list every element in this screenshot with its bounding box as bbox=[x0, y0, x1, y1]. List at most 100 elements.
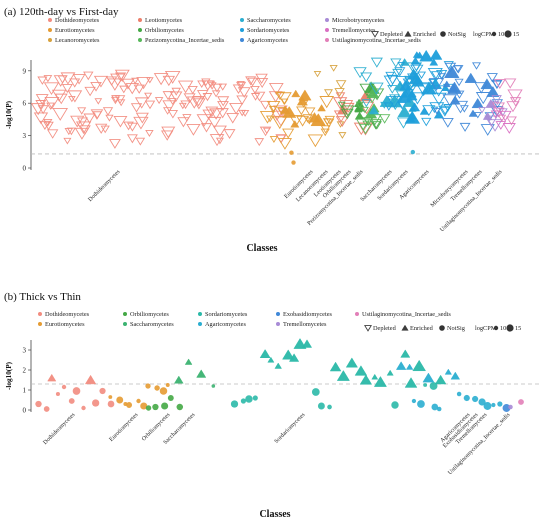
point-depleted-pezizomycotina-incertae-sedis bbox=[361, 106, 369, 114]
point-depleted-dothideomycetes bbox=[196, 114, 212, 127]
legend-enriched-icon bbox=[401, 324, 409, 331]
point-depleted-tremellomycetes bbox=[490, 110, 501, 119]
legend-label-ustilaginomycotina-incertae-sedis: Ustilaginomycotina_Incertae_sedis bbox=[362, 311, 451, 318]
point-depleted-dothideomycetes bbox=[247, 77, 258, 87]
point-enriched-sordariomycetes bbox=[301, 339, 313, 348]
point-depleted-dothideomycetes bbox=[164, 71, 181, 84]
point-depleted-dothideomycetes bbox=[67, 90, 83, 103]
point-depleted-dothideomycetes bbox=[270, 110, 284, 121]
point-depleted-dothideomycetes bbox=[135, 112, 149, 124]
point-enriched-sordariomycetes bbox=[288, 353, 300, 362]
point-depleted-dothideomycetes bbox=[57, 75, 68, 84]
legend-enriched-icon bbox=[404, 30, 412, 37]
y-axis-label: -log10(P) bbox=[5, 100, 13, 129]
point-depleted-leotiomycetes bbox=[353, 122, 369, 136]
legend-label-saccharomycetes: Saccharomycetes bbox=[247, 17, 291, 24]
point-depleted-eurotiomycetes bbox=[269, 136, 279, 143]
point-depleted-dothideomycetes bbox=[192, 98, 206, 110]
group-tremellomycetes bbox=[508, 404, 513, 410]
point-notsig-dothideomycetes bbox=[35, 400, 42, 408]
legend-label-sordariomycetes: Sordariomycetes bbox=[247, 27, 290, 34]
y-tick-label-0: 0 bbox=[23, 407, 27, 415]
point-enriched-sordariomycetes bbox=[429, 49, 443, 60]
point-depleted-dothideomycetes bbox=[61, 84, 73, 94]
point-depleted-dothideomycetes bbox=[114, 69, 130, 83]
point-enriched-agaricomycetes bbox=[395, 361, 407, 370]
point-depleted-dothideomycetes bbox=[259, 100, 271, 110]
point-enriched-sordariomycetes bbox=[407, 111, 417, 120]
point-depleted-dothideomycetes bbox=[83, 71, 94, 81]
point-depleted-dothideomycetes bbox=[126, 134, 138, 144]
point-notsig-saccharomycetes bbox=[410, 149, 416, 155]
y-tick-label-9: 9 bbox=[23, 67, 27, 75]
point-depleted-dothideomycetes bbox=[162, 100, 177, 112]
point-notsig-dothideomycetes bbox=[99, 387, 106, 395]
point-depleted-lecanoromycetes bbox=[323, 89, 333, 97]
legend-label-lecanoromycetes: Lecanoromycetes bbox=[55, 37, 100, 44]
group-dothideomycetes bbox=[30, 69, 288, 149]
group-agaricomycetes bbox=[428, 62, 504, 136]
legend-swatch-microbotryomycetes bbox=[325, 18, 329, 22]
point-notsig-agaricomycetes bbox=[478, 398, 486, 406]
point-depleted-agaricomycetes bbox=[475, 92, 491, 105]
group-sordariomycetes bbox=[230, 338, 447, 410]
point-depleted-dothideomycetes bbox=[153, 73, 169, 86]
point-notsig-dothideomycetes bbox=[72, 387, 81, 395]
legend-label-ustilaginomycotina-incertae-sedis: Ustilaginomycotina_Incertae_sedis bbox=[332, 37, 421, 44]
point-enriched-eurotiomycetes bbox=[310, 113, 327, 127]
point-depleted-dothideomycetes bbox=[43, 121, 54, 131]
point-enriched-sordariomycetes bbox=[336, 370, 350, 381]
point-notsig-dothideomycetes bbox=[81, 405, 86, 411]
point-depleted-dothideomycetes bbox=[192, 95, 205, 107]
point-enriched-sordariomycetes bbox=[411, 75, 425, 87]
point-depleted-pezizomycotina-incertae-sedis bbox=[362, 120, 370, 128]
point-depleted-agaricomycetes bbox=[459, 122, 471, 132]
point-notsig-dothideomycetes bbox=[55, 391, 60, 397]
legend-swatch-agaricomycetes bbox=[198, 322, 202, 326]
point-depleted-sordariomycetes bbox=[440, 106, 451, 115]
point-depleted-dothideomycetes bbox=[254, 138, 265, 147]
legend-depleted-label: Depleted bbox=[380, 31, 404, 38]
point-enriched-sordariomycetes bbox=[267, 356, 275, 363]
point-enriched-sordariomycetes bbox=[410, 56, 421, 65]
point-depleted-lecanoromycetes bbox=[329, 65, 338, 72]
point-depleted-dothideomycetes bbox=[237, 87, 251, 98]
legend-label-dothideomycetes: Dothideomycetes bbox=[55, 17, 100, 24]
point-depleted-ustilaginomycotina-incertae-sedis bbox=[509, 97, 522, 107]
point-notsig-agaricomycetes bbox=[417, 400, 425, 408]
point-depleted-dothideomycetes bbox=[202, 93, 213, 102]
point-depleted-dothideomycetes bbox=[46, 102, 55, 110]
point-notsig-eurotiomycetes bbox=[154, 385, 160, 391]
point-depleted-dothideomycetes bbox=[135, 137, 146, 146]
point-depleted-sordariomycetes bbox=[383, 102, 394, 111]
legend-label-tremellomycetes: Tremellomycetes bbox=[283, 321, 327, 328]
group-lecanoromycetes bbox=[313, 65, 347, 139]
point-depleted-dothideomycetes bbox=[255, 73, 268, 85]
point-depleted-eurotiomycetes bbox=[324, 115, 336, 125]
point-enriched-agaricomycetes bbox=[480, 78, 494, 90]
point-depleted-saccharomycetes bbox=[353, 67, 367, 79]
legend-swatch-sordariomycetes bbox=[240, 28, 244, 32]
point-depleted-sordariomycetes bbox=[421, 117, 432, 127]
point-notsig-eurotiomycetes bbox=[289, 150, 294, 155]
legend-label-tremellomycetes: Tremellomycetes bbox=[332, 27, 376, 34]
point-notsig-sordariomycetes bbox=[311, 388, 320, 396]
legend-size-large-label: 15 bbox=[513, 31, 519, 38]
point-enriched-agaricomycetes bbox=[464, 72, 478, 83]
point-depleted-dothideomycetes bbox=[209, 134, 225, 147]
point-depleted-dothideomycetes bbox=[83, 113, 96, 124]
point-depleted-agaricomycetes bbox=[491, 99, 504, 109]
point-depleted-saccharomycetes bbox=[361, 99, 372, 108]
legend-size-small-label: 10 bbox=[498, 31, 504, 38]
point-depleted-dothideomycetes bbox=[33, 112, 49, 125]
point-depleted-dothideomycetes bbox=[196, 90, 209, 100]
point-enriched-agaricomycetes bbox=[449, 95, 461, 105]
point-depleted-dothideomycetes bbox=[223, 129, 236, 140]
legend-size-large-icon bbox=[504, 30, 512, 38]
point-depleted-dothideomycetes bbox=[215, 137, 224, 145]
point-depleted-dothideomycetes bbox=[186, 96, 202, 109]
point-notsig-dothideomycetes bbox=[61, 384, 67, 390]
point-depleted-dothideomycetes bbox=[177, 117, 190, 128]
point-depleted-sordariomycetes bbox=[417, 71, 427, 80]
y-tick-label-2: 2 bbox=[23, 367, 27, 375]
